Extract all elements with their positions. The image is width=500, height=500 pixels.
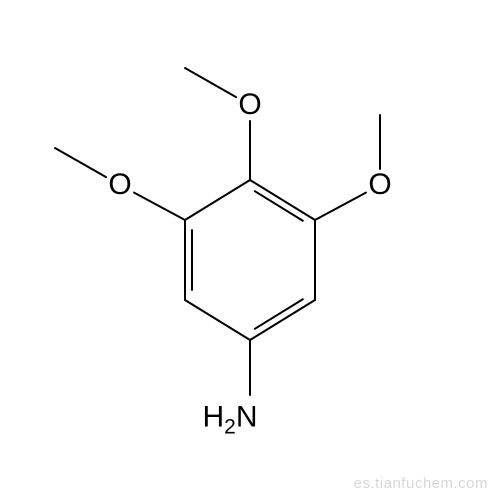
label-H: H xyxy=(202,401,224,434)
chemical-structure-diagram: O O O H2N es.tianfuchem.com xyxy=(0,0,500,500)
label-N: N xyxy=(236,401,258,434)
watermark: es.tianfuchem.com xyxy=(354,475,488,492)
label-sub2: 2 xyxy=(224,416,236,439)
label-O5: O xyxy=(108,168,131,202)
label-O3: O xyxy=(368,168,391,202)
label-O4: O xyxy=(238,88,261,122)
label-NH2: H2N xyxy=(202,401,257,440)
